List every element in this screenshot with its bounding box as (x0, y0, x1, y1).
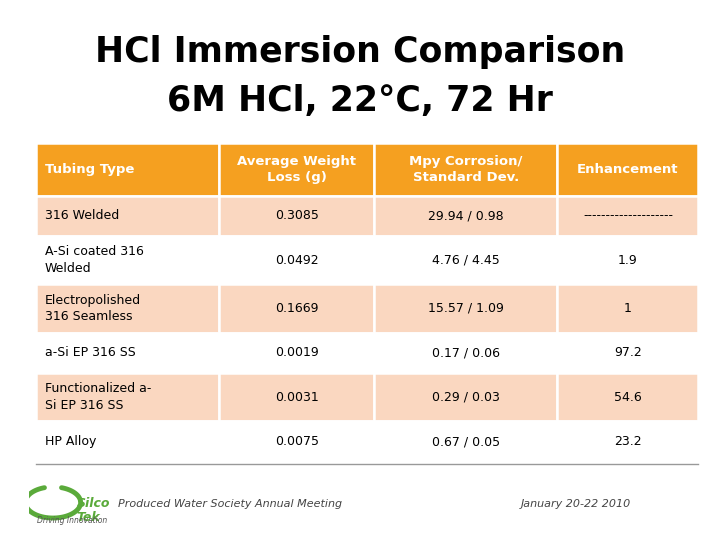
Text: --------------------: -------------------- (583, 209, 673, 222)
Text: A-Si coated 316
Welded: A-Si coated 316 Welded (45, 245, 143, 275)
Text: 316 Welded: 316 Welded (45, 209, 119, 222)
Text: 54.6: 54.6 (614, 390, 642, 404)
Text: 0.0492: 0.0492 (275, 254, 318, 267)
Text: Produced Water Society Annual Meeting: Produced Water Society Annual Meeting (118, 499, 343, 509)
Text: 0.1669: 0.1669 (275, 302, 318, 315)
Text: 23.2: 23.2 (614, 435, 642, 448)
Text: 0.0075: 0.0075 (275, 435, 319, 448)
Text: January 20-22 2010: January 20-22 2010 (521, 499, 631, 509)
Text: Tek: Tek (76, 511, 100, 524)
Text: Silco: Silco (76, 497, 110, 510)
Text: HCl Immersion Comparison: HCl Immersion Comparison (95, 35, 625, 69)
Text: 6M HCl, 22°C, 72 Hr: 6M HCl, 22°C, 72 Hr (167, 84, 553, 118)
Text: 29.94 / 0.98: 29.94 / 0.98 (428, 209, 504, 222)
Text: 1.9: 1.9 (618, 254, 638, 267)
Text: Enhancement: Enhancement (577, 163, 679, 176)
Text: 97.2: 97.2 (614, 346, 642, 359)
Text: 0.0031: 0.0031 (275, 390, 319, 404)
Text: Driving Innovation: Driving Innovation (37, 516, 108, 525)
Text: HP Alloy: HP Alloy (45, 435, 96, 448)
Text: 0.17 / 0.06: 0.17 / 0.06 (432, 346, 500, 359)
Text: 1: 1 (624, 302, 632, 315)
Text: a-Si EP 316 SS: a-Si EP 316 SS (45, 346, 135, 359)
Text: Mpy Corrosion/
Standard Dev.: Mpy Corrosion/ Standard Dev. (409, 154, 523, 184)
Text: 15.57 / 1.09: 15.57 / 1.09 (428, 302, 504, 315)
Text: Functionalized a-
Si EP 316 SS: Functionalized a- Si EP 316 SS (45, 382, 151, 412)
Text: 4.76 / 4.45: 4.76 / 4.45 (432, 254, 500, 267)
Text: Tubing Type: Tubing Type (45, 163, 134, 176)
Text: 0.3085: 0.3085 (275, 209, 319, 222)
Text: 0.0019: 0.0019 (275, 346, 319, 359)
Text: 0.67 / 0.05: 0.67 / 0.05 (432, 435, 500, 448)
Text: Electropolished
316 Seamless: Electropolished 316 Seamless (45, 294, 141, 323)
Text: 0.29 / 0.03: 0.29 / 0.03 (432, 390, 500, 404)
Text: Average Weight
Loss (g): Average Weight Loss (g) (237, 154, 356, 184)
